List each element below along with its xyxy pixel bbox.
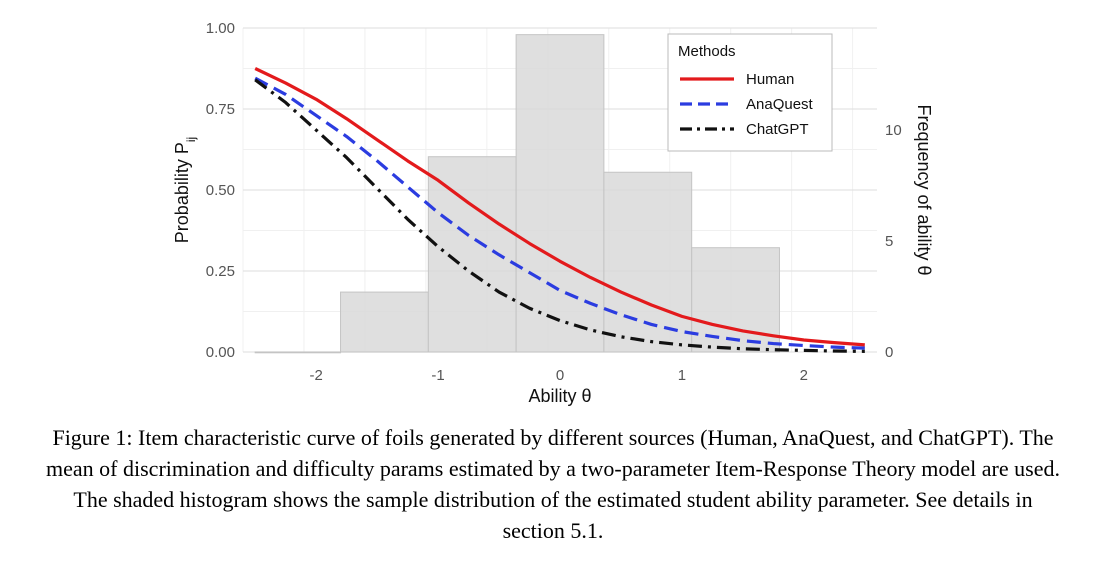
histogram-bar [691,247,780,353]
y-tick-label: 0.25 [206,263,235,280]
x-tick-label: 1 [678,367,686,384]
y-axis-title-main: Probability P [172,142,192,243]
histogram-bar [515,34,605,353]
legend: Methods Human AnaQuest ChatGPT [667,33,833,152]
y-tick-label: 1.00 [206,20,235,37]
y2-axis-title: Frequency of ability θ [914,104,934,275]
x-tick-label: 2 [800,367,808,384]
legend-label-chatgpt: ChatGPT [746,121,809,138]
x-tick-label: -1 [431,367,444,384]
y-tick-label: 0.75 [206,101,235,118]
curve-lines [254,67,865,353]
y-tick-label: 0.00 [206,344,235,361]
histogram-bar [254,351,342,354]
y2-tick-label: 0 [885,344,893,361]
legend-box [667,33,833,152]
series-line-human [254,67,865,347]
y-axis-title: Probability Pij [172,137,198,243]
x-tick-label: -2 [309,367,322,384]
legend-label-anaquest: AnaQuest [746,96,814,113]
x-tick-label: 0 [556,367,564,384]
legend-label-human: Human [746,71,794,88]
histogram-bar [427,156,517,353]
figure: -2 -1 0 1 2 0.00 0.25 0.50 0.75 1.00 0 5 10 Ability … [172,20,934,406]
ability-histogram [254,34,780,354]
y-axis-title-subscript: ij [184,137,198,142]
legend-items: Human AnaQuest ChatGPT [680,71,814,138]
y2-tick-label: 5 [885,233,893,250]
y2-tick-label: 10 [885,122,902,139]
x-axis-title: Ability θ [528,386,591,406]
legend-title: Methods [678,43,736,60]
figure-caption: Figure 1: Item characteristic curve of f… [46,425,1060,543]
y-tick-label: 0.50 [206,182,235,199]
tick-labels: -2 -1 0 1 2 0.00 0.25 0.50 0.75 1.00 0 5 10 [206,20,902,384]
histogram-bar [603,171,693,353]
chart: -2 -1 0 1 2 0.00 0.25 0.50 0.75 1.00 0 5 10 Ability … [172,20,934,406]
histogram-bar [340,291,429,353]
